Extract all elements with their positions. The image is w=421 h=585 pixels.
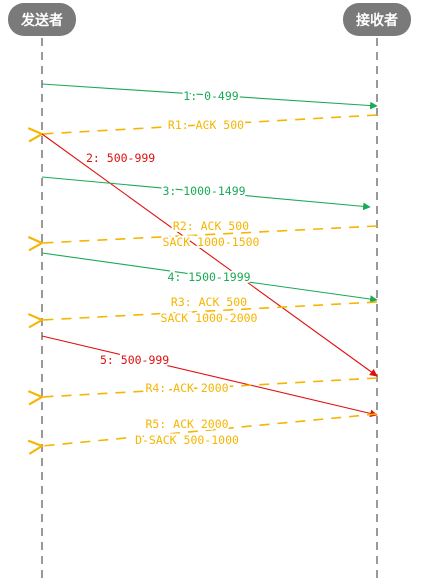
message-m2-label-0: 2: 500-999	[86, 151, 155, 165]
message-m3-label-halo-0: 3: 1000-1499	[162, 184, 245, 198]
message-r4-label-0: R4: ACK 2000	[145, 381, 228, 395]
message-r5-label-0: R5: ACK 2000	[145, 417, 228, 431]
message-m1-label-0: 1: 0-499	[183, 89, 238, 103]
sender-actor-label: 发送者	[20, 12, 63, 29]
message-r5-arrow	[42, 413, 378, 446]
message-r2-label-halo-1: SACK 1000-1500	[163, 235, 260, 249]
message-r3-label-halo-1: SACK 1000-2000	[161, 311, 258, 325]
message-m4-arrow	[41, 252, 378, 303]
receiver-actor-box	[343, 3, 411, 36]
message-r4-label-halo-0: R4: ACK 2000	[145, 381, 228, 395]
receiver-actor-label: 接收者	[356, 12, 398, 29]
message-m5-arrow	[41, 335, 378, 418]
message-r3-label-1: SACK 1000-2000	[161, 311, 258, 325]
message-m4-label-halo-0: 4: 1500-1999	[167, 270, 250, 284]
message-r2-label-1: SACK 1000-1500	[163, 235, 260, 249]
message-r4-arrow	[42, 377, 378, 397]
message-m2-label-halo-0: 2: 500-999	[86, 151, 155, 165]
message-r1-arrow	[42, 114, 378, 134]
message-m3-arrow	[41, 176, 371, 211]
receiver-actor: 接收者	[343, 3, 411, 36]
message-m2-arrow	[41, 133, 378, 377]
message-m5-label-0: 5: 500-999	[100, 353, 169, 367]
message-r3-arrow	[42, 301, 378, 320]
message-r5-label-1: D-SACK 500-1000	[135, 433, 239, 447]
message-r2-arrow	[42, 225, 378, 243]
sender-actor: 发送者	[8, 3, 76, 36]
message-r3-label-0: R3: ACK 500	[171, 295, 247, 309]
message-m4-label-0: 4: 1500-1999	[167, 270, 250, 284]
message-m1-label-halo-0: 1: 0-499	[183, 89, 238, 103]
message-m3-label-0: 3: 1000-1499	[162, 184, 245, 198]
message-r3-label-halo-0: R3: ACK 500	[171, 295, 247, 309]
sender-actor-box	[8, 3, 76, 36]
message-r2-label-halo-0: R2: ACK 500	[173, 219, 249, 233]
message-m1-arrow	[41, 83, 378, 110]
message-r2-label-0: R2: ACK 500	[173, 219, 249, 233]
message-r5-label-halo-0: R5: ACK 2000	[145, 417, 228, 431]
message-r1-label-halo-0: R1: ACK 500	[168, 118, 244, 132]
message-m5-label-halo-0: 5: 500-999	[100, 353, 169, 367]
message-r5-label-halo-1: D-SACK 500-1000	[135, 433, 239, 447]
message-r1-label-0: R1: ACK 500	[168, 118, 244, 132]
